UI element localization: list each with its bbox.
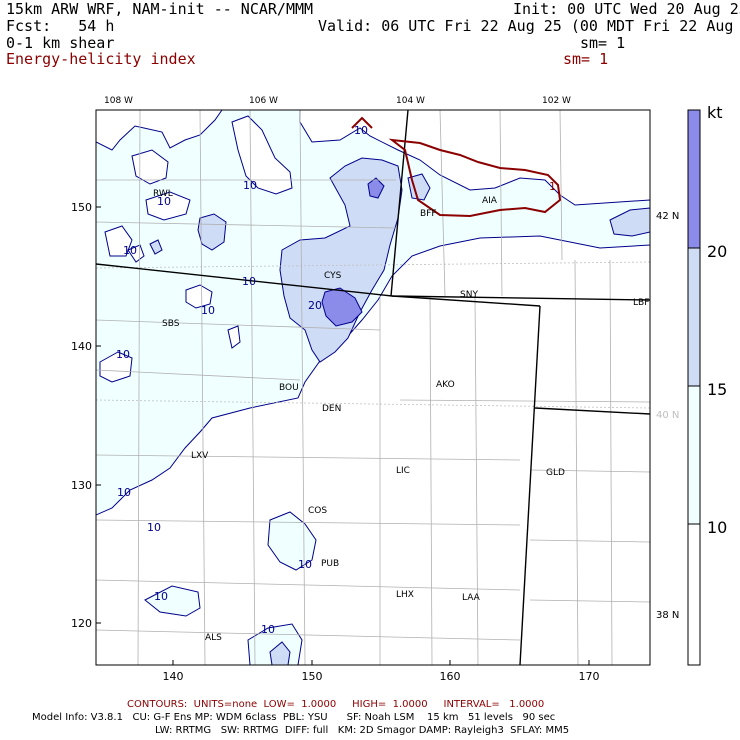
lon-label-106w: 106 W <box>249 96 278 106</box>
init-time: Init: 00 UTC Wed 20 Aug 25 <box>513 0 740 18</box>
contour-label: 10 <box>242 275 256 288</box>
colorbar: kt 20 15 10 <box>687 103 727 666</box>
bottom-axis-labels: 140 150 160 170 <box>163 670 600 683</box>
contour-label: 10 <box>117 486 131 499</box>
field-name-ehi: Energy-helicity index <box>6 50 196 68</box>
y-tick-label: 120 <box>71 617 92 630</box>
x-tick-label: 170 <box>579 670 600 683</box>
shear-below-10-holes <box>99 115 293 383</box>
colorbar-label-20: 20 <box>707 242 727 261</box>
contour-label: 10 <box>157 195 171 208</box>
station-lbf: LBF <box>633 298 649 308</box>
model-info-line1: Model Info: V3.8.1 CU: G-F Ens MP: WDM 6… <box>32 712 556 723</box>
station-rwl: RWL <box>153 189 173 199</box>
county-lines <box>96 110 650 665</box>
lon-label-102w: 102 W <box>542 96 571 106</box>
valid-time: Valid: 06 UTC Fri 22 Aug 25 (00 MDT Fri … <box>318 17 740 35</box>
map-frame <box>95 109 651 666</box>
contour-labels: 10 10 10 10 10 10 10 10 10 10 10 10 20 <box>116 124 368 636</box>
station-ako: AKO <box>436 380 455 390</box>
x-tick-label: 140 <box>163 670 184 683</box>
contour-label: 10 <box>154 590 168 603</box>
shear-20kt-region <box>321 177 385 327</box>
contour-label: 10 <box>243 179 257 192</box>
x-tick-label: 150 <box>302 670 323 683</box>
state-borders <box>96 110 650 665</box>
left-axis-labels: 150 140 130 120 <box>71 201 92 630</box>
station-den: DEN <box>322 404 341 414</box>
left-axis-ticks <box>96 206 101 624</box>
lon-label-104w: 104 W <box>396 96 425 106</box>
station-cos: COS <box>308 506 327 516</box>
station-aia: AIA <box>482 196 498 206</box>
model-title: 15km ARW WRF, NAM-init -- NCAR/MMM <box>6 0 314 18</box>
station-bou: BOU <box>279 383 299 393</box>
station-labels: RWL BFF AIA CYS SNY LBF SBS AKO BOU DEN … <box>153 189 649 643</box>
smoothing-shear: sm= 1 <box>580 34 626 52</box>
lon-label-108w: 108 W <box>104 96 133 106</box>
lat-label-42n: 42 N <box>656 211 679 222</box>
y-tick-label: 150 <box>71 201 92 214</box>
ehi-contour-label: 1 <box>549 180 556 193</box>
station-cys: CYS <box>324 271 342 281</box>
contour-label: 10 <box>261 623 275 636</box>
contour-label: 10 <box>116 348 130 361</box>
x-tick-label: 160 <box>440 670 461 683</box>
station-gld: GLD <box>546 468 565 478</box>
station-lxv: LXV <box>191 451 209 461</box>
contours-info: CONTOURS: UNITS=none LOW= 1.0000 HIGH= 1… <box>127 699 545 710</box>
station-pub: PUB <box>321 559 339 569</box>
latlon-grid <box>96 261 650 409</box>
colorbar-label-15: 15 <box>707 380 727 399</box>
map-area <box>96 110 650 665</box>
smoothing-ehi: sm= 1 <box>563 50 609 68</box>
colorbar-swatch-15 <box>688 248 700 386</box>
station-laa: LAA <box>462 593 481 603</box>
longitude-labels: 108 W 106 W 104 W 102 W <box>104 96 571 106</box>
field-name-shear: 0-1 km shear <box>6 34 115 52</box>
station-sbs: SBS <box>162 319 180 329</box>
station-bff: BFF <box>420 209 437 219</box>
station-lhx: LHX <box>396 590 414 600</box>
shear-15kt-region <box>149 157 650 665</box>
colorbar-unit: kt <box>707 103 723 122</box>
colorbar-label-10: 10 <box>707 518 727 537</box>
contour-label: 10 <box>147 521 161 534</box>
contour-label: 10 <box>123 244 137 257</box>
colorbar-swatch-20 <box>688 110 700 248</box>
ehi-contour <box>351 116 562 218</box>
colorbar-swatch-below <box>688 524 700 665</box>
y-tick-label: 130 <box>71 479 92 492</box>
colorbar-swatch-10 <box>688 386 700 524</box>
lat-label-38n: 38 N <box>656 610 679 621</box>
station-sny: SNY <box>460 290 478 300</box>
y-tick-label: 140 <box>71 340 92 353</box>
bottom-axis-ticks <box>172 660 590 665</box>
station-lic: LIC <box>396 466 410 476</box>
lat-label-40n: 40 N <box>656 410 679 421</box>
contour-label: 10 <box>298 558 312 571</box>
model-info-line2: LW: RRTMG SW: RRTMG DIFF: full KM: 2D Sm… <box>155 725 570 736</box>
contour-label: 10 <box>354 124 368 137</box>
contour-label: 10 <box>201 304 215 317</box>
station-als: ALS <box>205 633 222 643</box>
forecast-hour: Fcst: 54 h <box>6 17 115 35</box>
contour-label: 20 <box>308 299 322 312</box>
